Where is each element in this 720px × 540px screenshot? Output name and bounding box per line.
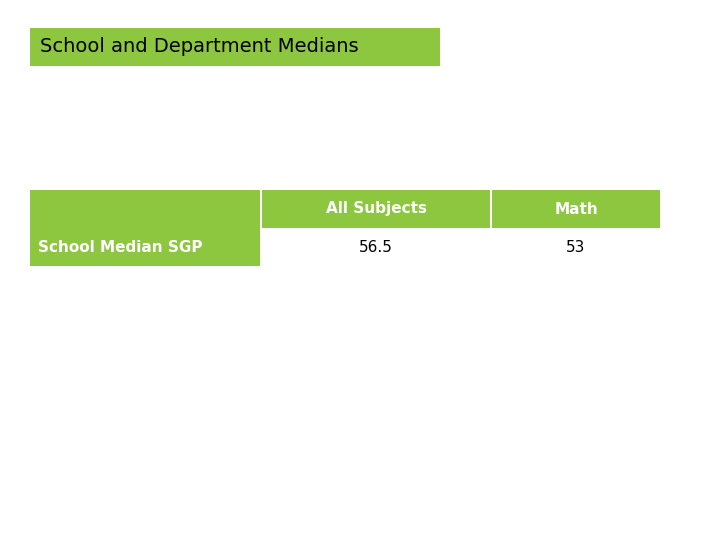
FancyBboxPatch shape — [492, 228, 660, 266]
FancyBboxPatch shape — [260, 190, 262, 228]
FancyBboxPatch shape — [30, 28, 440, 66]
FancyBboxPatch shape — [262, 228, 490, 266]
FancyBboxPatch shape — [260, 228, 262, 266]
Text: School Median SGP: School Median SGP — [38, 240, 202, 254]
Text: All Subjects: All Subjects — [325, 201, 426, 217]
Text: 56.5: 56.5 — [359, 240, 393, 254]
FancyBboxPatch shape — [490, 228, 492, 266]
FancyBboxPatch shape — [492, 190, 660, 228]
Text: Math: Math — [554, 201, 598, 217]
Text: School and Department Medians: School and Department Medians — [40, 37, 359, 57]
Text: 53: 53 — [567, 240, 585, 254]
FancyBboxPatch shape — [262, 190, 490, 228]
FancyBboxPatch shape — [490, 190, 492, 228]
FancyBboxPatch shape — [30, 228, 260, 266]
FancyBboxPatch shape — [30, 190, 260, 228]
